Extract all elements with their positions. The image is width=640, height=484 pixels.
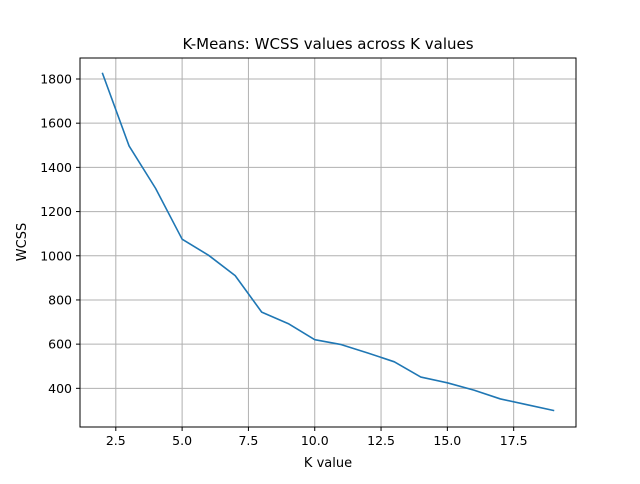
y-tick-label: 1600 bbox=[40, 116, 72, 131]
plot-frame bbox=[79, 57, 577, 428]
wcss-series-line bbox=[101, 72, 555, 412]
y-tick-label: 1400 bbox=[40, 160, 72, 175]
grid-lines bbox=[80, 58, 576, 427]
y-tick-label: 1800 bbox=[40, 71, 72, 86]
x-axis: 2.5 5.0 7.5 10.0 12.5 15.0 17.5 bbox=[106, 427, 528, 448]
x-tick-label: 12.5 bbox=[367, 433, 395, 448]
y-tick-label: 400 bbox=[48, 381, 72, 396]
x-tick-label: 2.5 bbox=[106, 433, 126, 448]
x-tick-label: 10.0 bbox=[301, 433, 329, 448]
y-axis-label: WCSS bbox=[15, 223, 30, 261]
plot-area bbox=[101, 72, 555, 412]
y-tick-label: 1200 bbox=[40, 204, 72, 219]
y-tick-label: 800 bbox=[48, 292, 72, 307]
x-tick-label: 17.5 bbox=[500, 433, 528, 448]
x-axis-label: K value bbox=[304, 456, 352, 471]
x-tick-label: 15.0 bbox=[433, 433, 461, 448]
y-axis: 400 600 800 1000 1200 1400 1600 1800 bbox=[40, 71, 80, 396]
chart-title: K-Means: WCSS values across K values bbox=[182, 35, 473, 53]
y-tick-label: 600 bbox=[48, 337, 72, 352]
x-tick-label: 5.0 bbox=[172, 433, 192, 448]
y-tick-label: 1000 bbox=[40, 248, 72, 263]
x-tick-label: 7.5 bbox=[238, 433, 258, 448]
